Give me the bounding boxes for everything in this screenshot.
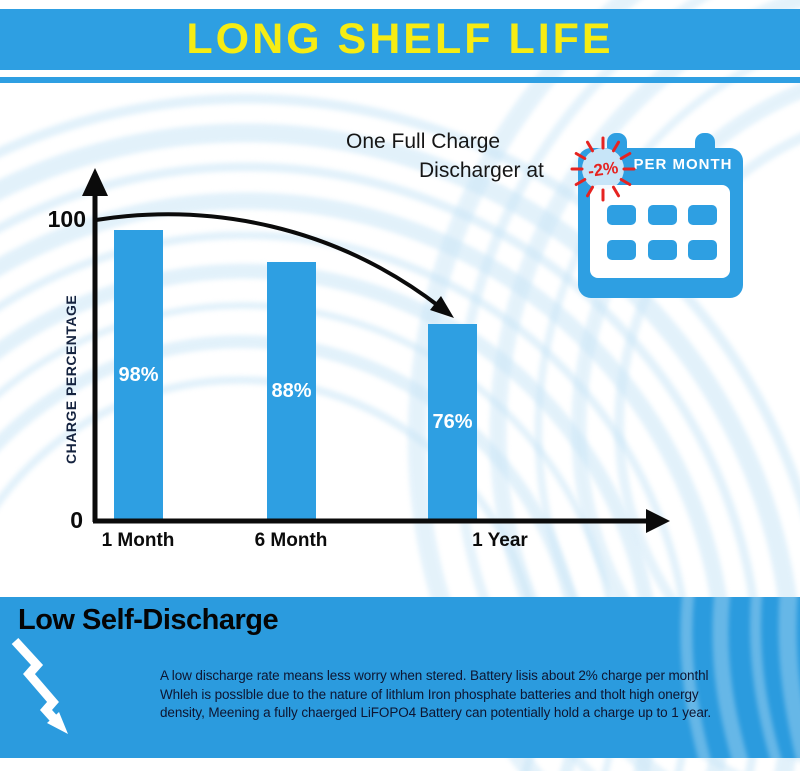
calendar-header-label: PER MONTH [633,156,733,173]
y-tick-100: 100 [47,206,86,232]
calendar-day-cell [648,205,677,225]
bar-6-month: 88% [267,262,316,521]
footer-paragraph: A low discharge rate means less worry wh… [160,667,711,723]
chart-note-line1: One Full Charge [346,130,501,153]
y-axis-label: CHARGE PERCENTAGE [63,294,79,465]
footer-paragraph-line-2: Whleh is posslble due to the nature of l… [160,686,699,702]
calendar-ring-right-icon [695,133,715,155]
bar-6-month-value: 88% [271,380,312,402]
calendar-icon: PER MONTH -2% [565,125,755,305]
footer-heading: Low Self-Discharge [18,604,279,636]
discount-burst-badge: -2% [570,136,636,202]
burst-rays-icon [570,136,636,202]
x-tick-1-year: 1 Year [472,530,528,551]
badge-text: -2% [587,158,620,181]
calendar-day-cell [607,205,636,225]
bar-1-month: 98% [114,230,163,521]
footer-paragraph-line-3: density, Meening a fully chaerged LiFOPO… [160,705,712,720]
x-tick-1-month: 1 Month [101,530,175,551]
chart-note-line2: Discharger at [419,159,544,182]
footer-section: Low Self-Discharge A low discharge rate … [0,597,800,758]
calendar-day-cell [607,240,636,260]
calendar-day-cell [648,240,677,260]
calendar-day-cell [688,205,717,225]
banner-stripe [0,77,800,83]
banner-title: LONG SHELF LIFE [186,15,614,63]
calendar-grid-area [590,185,730,278]
bar-1-month-value: 98% [118,364,159,386]
bar-1-year-value: 76% [432,411,473,433]
bar-1-year: 76% [428,324,477,521]
banner: LONG SHELF LIFE [0,9,800,70]
burst-circle [582,148,624,190]
x-tick-6-month: 6 Month [254,530,328,551]
footer-streaks [680,597,800,758]
calendar-day-cell [688,240,717,260]
y-tick-0: 0 [70,507,83,533]
footer-paragraph-line-1: A low discharge rate means less worry wh… [160,668,709,683]
